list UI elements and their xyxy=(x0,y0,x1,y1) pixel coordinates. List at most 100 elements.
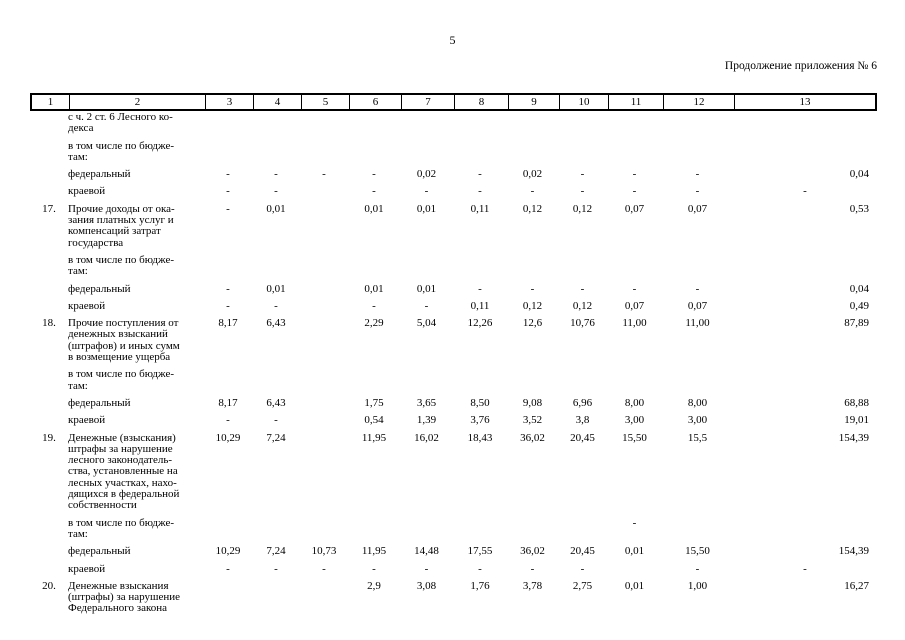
value-cell: - xyxy=(372,299,376,312)
value-cell: 3,8 xyxy=(575,414,590,427)
value-cell: 18,43 xyxy=(467,431,493,444)
value-cell: 11,95 xyxy=(361,431,387,444)
value-cell: 0,07 xyxy=(624,202,645,215)
value-cell: 0,53 xyxy=(849,202,869,215)
value-cell: 15,5 xyxy=(687,431,708,444)
value-cell: 5,04 xyxy=(416,317,437,330)
row-number-cell: 18. xyxy=(42,317,56,330)
row-label-cell: федеральный xyxy=(68,168,131,181)
value-cell: 0,01 xyxy=(266,202,286,215)
value-cell: 3,76 xyxy=(470,414,490,427)
value-cell: 12,6 xyxy=(522,317,543,330)
value-cell: 2,29 xyxy=(364,317,384,330)
value-cell: 3,65 xyxy=(416,396,437,409)
value-cell: 2,75 xyxy=(572,579,593,592)
row-label-cell: Денежные взыскания (штрафы) за нарушение… xyxy=(68,579,180,615)
value-cell: 14,48 xyxy=(414,545,439,558)
value-cell: 3,52 xyxy=(522,414,543,427)
value-cell: 0,07 xyxy=(687,202,708,215)
value-cell: - xyxy=(226,282,230,295)
value-cell: 19,01 xyxy=(844,414,869,427)
value-cell: 8,00 xyxy=(624,396,645,409)
value-cell: 10,73 xyxy=(311,545,337,558)
value-cell: - xyxy=(632,168,637,181)
value-cell: - xyxy=(632,516,637,529)
table-row: федеральный 8,17 6,43 1,75 3,65 8,50 9,08 6,96 8… xyxy=(30,396,877,409)
value-cell: 3,78 xyxy=(522,579,543,592)
header-col-12: 12 xyxy=(664,95,735,109)
table-row: краевой - - 0,54 1,39 3,76 3,52 3,8 3,00 3,00 19,0… xyxy=(30,414,877,427)
table-row: краевой - - - - - - - - - - xyxy=(30,185,877,198)
table-row: 17. Прочие доходы от ока- зания платных у… xyxy=(30,202,877,249)
value-cell: 0,12 xyxy=(572,299,593,312)
value-cell: - xyxy=(803,185,807,198)
value-cell: - xyxy=(372,185,376,198)
value-cell: - xyxy=(274,562,278,575)
row-label-cell: в том числе по бюдже- там: xyxy=(68,139,175,163)
value-cell: 0,02 xyxy=(522,168,543,181)
table-row: 19. Денежные (взыскания) штрафы за наруше… xyxy=(30,431,877,512)
header-col-8: 8 xyxy=(455,95,509,109)
value-cell: 0,01 xyxy=(624,579,645,592)
row-number-cell: 20. xyxy=(42,579,56,592)
value-cell: - xyxy=(226,202,230,215)
value-cell: 11,00 xyxy=(685,317,710,330)
value-cell: - xyxy=(580,282,585,295)
value-cell: 16,27 xyxy=(844,579,869,592)
value-cell: - xyxy=(478,282,482,295)
header-col-9: 9 xyxy=(509,95,560,109)
table-row: в том числе по бюдже- там: xyxy=(30,253,877,278)
value-cell: 1,39 xyxy=(416,414,437,427)
value-cell: 7,24 xyxy=(266,431,286,444)
table-row: федеральный - 0,01 0,01 0,01 - - - - - 0,04 xyxy=(30,282,877,295)
row-number-cell: 17. xyxy=(42,202,56,215)
value-cell: - xyxy=(226,562,230,575)
value-cell: 0,54 xyxy=(364,414,384,427)
value-cell: 154,39 xyxy=(838,545,869,558)
value-cell: - xyxy=(803,562,807,575)
value-cell: 15,50 xyxy=(685,545,710,558)
value-cell: - xyxy=(274,168,278,181)
table-row: федеральный 10,29 7,24 10,73 11,95 14,48 17,55… xyxy=(30,545,877,558)
value-cell: - xyxy=(478,185,482,198)
value-cell: - xyxy=(632,185,637,198)
value-cell: - xyxy=(274,299,278,312)
table-row: в том числе по бюдже- там: xyxy=(30,139,877,164)
row-label-cell: краевой xyxy=(68,185,106,198)
value-cell: - xyxy=(226,168,230,181)
table-row: 20. Денежные взыскания (штрафы) за наруше… xyxy=(30,579,877,615)
value-cell: 8,50 xyxy=(470,396,490,409)
value-cell: 8,00 xyxy=(687,396,708,409)
value-cell: 0,02 xyxy=(416,168,437,181)
value-cell: - xyxy=(478,168,482,181)
table-row: федеральный - - - - 0,02 - 0,02 - - - 0,04 xyxy=(30,168,877,181)
value-cell: 15,50 xyxy=(622,431,647,444)
value-cell: 10,29 xyxy=(215,431,241,444)
header-col-13: 13 xyxy=(799,96,811,108)
table-row: с ч. 2 ст. 6 Лесного ко- декса xyxy=(30,111,877,135)
row-label-cell: в том числе по бюдже- там: xyxy=(68,253,175,278)
value-cell: - xyxy=(274,414,278,427)
value-cell: 11,95 xyxy=(361,545,387,558)
value-cell: - xyxy=(226,185,230,198)
value-cell: - xyxy=(322,168,326,181)
header-col-1: 1 xyxy=(32,95,70,109)
value-cell: 0,01 xyxy=(624,545,645,558)
value-cell: 3,00 xyxy=(624,414,645,427)
value-cell: 10,29 xyxy=(215,545,241,558)
value-cell: - xyxy=(424,185,429,198)
row-label-cell: краевой xyxy=(68,562,106,575)
value-cell: 0,04 xyxy=(849,282,869,295)
value-cell: 36,02 xyxy=(520,545,545,558)
value-cell: - xyxy=(226,414,230,427)
value-cell: 0,07 xyxy=(624,299,645,312)
value-cell: - xyxy=(580,185,585,198)
value-cell: - xyxy=(695,185,700,198)
header-col-10: 10 xyxy=(560,95,609,109)
value-cell: 6,96 xyxy=(572,396,593,409)
value-cell: - xyxy=(274,185,278,198)
value-cell: 3,00 xyxy=(687,414,708,427)
value-cell: 3,08 xyxy=(416,579,437,592)
value-cell: 8,17 xyxy=(218,396,238,409)
